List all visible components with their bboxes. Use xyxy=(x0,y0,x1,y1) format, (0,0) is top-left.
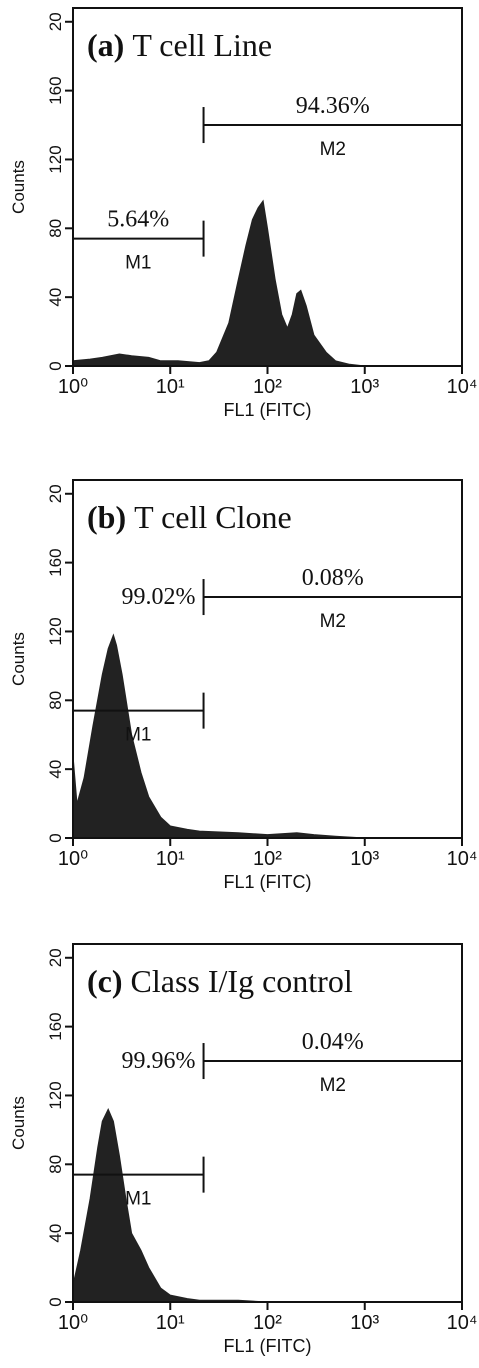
panel-title: (c) Class I/Ig control xyxy=(87,963,353,999)
y-tick-label: 20 xyxy=(46,12,65,31)
x-tick-label: 10⁰ xyxy=(58,1312,88,1334)
y-axis-label: Counts xyxy=(9,160,28,214)
title-text: T cell Line xyxy=(132,27,272,63)
histogram-area xyxy=(72,633,462,839)
x-axis-label: FL1 (FITC) xyxy=(224,400,312,420)
y-tick-label: 120 xyxy=(46,145,65,173)
y-tick-label: 20 xyxy=(46,484,65,503)
x-tick-label: 10³ xyxy=(350,376,379,398)
gate-percent: 94.36% xyxy=(296,93,370,119)
x-tick-label: 10² xyxy=(253,848,282,870)
title-space xyxy=(124,27,132,63)
title-text: T cell Clone xyxy=(134,499,292,535)
panel-letter: (b) xyxy=(87,499,126,535)
title-space xyxy=(126,499,134,535)
x-tick-label: 10⁰ xyxy=(58,848,88,870)
y-tick-label: 80 xyxy=(46,691,65,710)
y-tick-label: 160 xyxy=(46,1012,65,1040)
y-tick-label: 120 xyxy=(46,617,65,645)
panel-title: (a) T cell Line xyxy=(87,27,272,63)
y-tick-label: 0 xyxy=(46,1297,65,1306)
y-tick-label: 0 xyxy=(46,361,65,370)
gate-percent: 0.04% xyxy=(302,1029,364,1055)
y-tick-label: 80 xyxy=(46,219,65,238)
gate-percent: 5.64% xyxy=(107,207,169,233)
x-tick-label: 10¹ xyxy=(156,376,185,398)
x-tick-label: 10⁴ xyxy=(447,376,478,398)
y-axis-label: Counts xyxy=(9,1096,28,1150)
x-tick-label: 10² xyxy=(253,376,282,398)
title-text: Class I/Ig control xyxy=(131,963,353,999)
gate-name: M2 xyxy=(320,611,346,632)
gate-name: M1 xyxy=(125,725,151,746)
gate-name: M2 xyxy=(320,139,346,160)
x-tick-label: 10² xyxy=(253,1312,282,1334)
gate-name: M1 xyxy=(125,253,151,274)
gate-percent: 99.96% xyxy=(122,1048,196,1074)
y-tick-label: 20 xyxy=(46,948,65,967)
x-tick-label: 10¹ xyxy=(156,848,185,870)
histogram-area xyxy=(72,199,462,367)
gate-name: M2 xyxy=(320,1075,346,1096)
x-axis-label: FL1 (FITC) xyxy=(224,1336,312,1356)
x-tick-label: 10⁴ xyxy=(447,848,478,870)
x-axis-label: FL1 (FITC) xyxy=(224,872,312,892)
x-tick-label: 10⁰ xyxy=(58,376,88,398)
y-axis-label: Counts xyxy=(9,632,28,686)
x-tick-label: 10⁴ xyxy=(447,1312,478,1334)
y-tick-label: 160 xyxy=(46,76,65,104)
y-tick-label: 160 xyxy=(46,548,65,576)
y-tick-label: 120 xyxy=(46,1081,65,1109)
y-tick-label: 80 xyxy=(46,1155,65,1174)
panel-letter: (c) xyxy=(87,963,123,999)
title-space xyxy=(123,963,131,999)
panel-letter: (a) xyxy=(87,27,124,63)
y-tick-label: 40 xyxy=(46,1224,65,1243)
y-tick-label: 40 xyxy=(46,288,65,307)
x-tick-label: 10³ xyxy=(350,848,379,870)
y-tick-label: 0 xyxy=(46,833,65,842)
x-tick-label: 10¹ xyxy=(156,1312,185,1334)
x-tick-label: 10³ xyxy=(350,1312,379,1334)
panel-title: (b) T cell Clone xyxy=(87,499,292,535)
gate-percent: 99.02% xyxy=(122,584,196,610)
y-tick-label: 40 xyxy=(46,760,65,779)
gate-name: M1 xyxy=(125,1189,151,1210)
gate-percent: 0.08% xyxy=(302,565,364,591)
